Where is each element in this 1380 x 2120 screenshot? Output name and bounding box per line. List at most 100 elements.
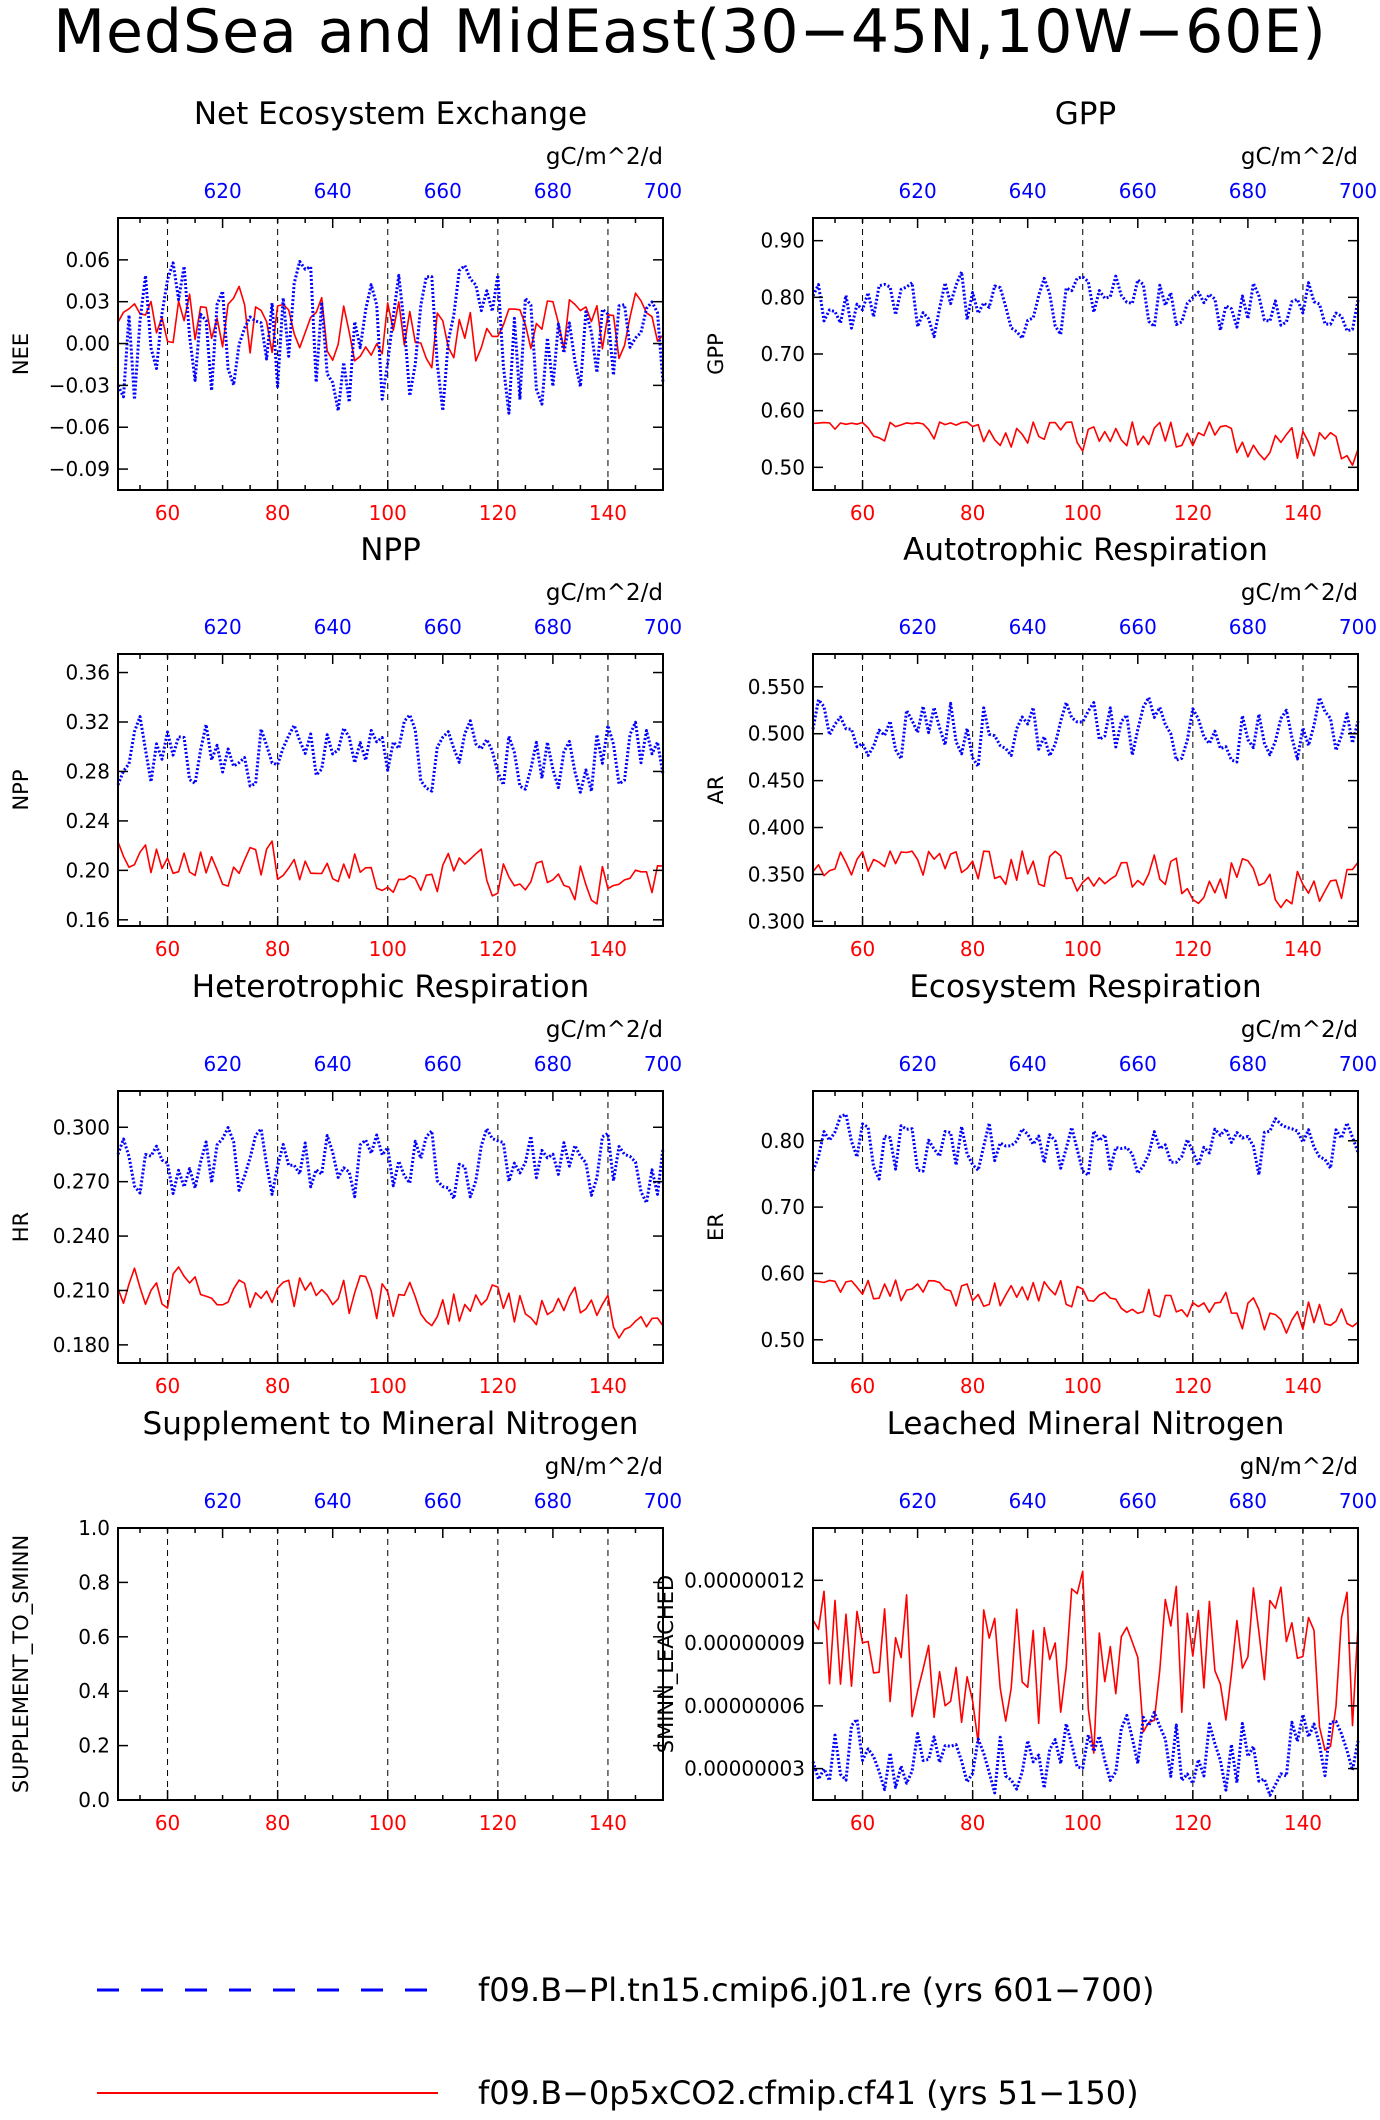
- panel-8: Leached Mineral Nitrogen gN/m^2/d 60 80 100 1…: [654, 1406, 1377, 1835]
- x-tick-label: 140: [589, 501, 627, 525]
- x-tick-label: 60: [850, 501, 875, 525]
- units-label: gC/m^2/d: [546, 580, 663, 606]
- y-tick-label: 0.180: [53, 1333, 110, 1357]
- series-line-blue: [811, 696, 1360, 768]
- plot-frame: [117, 1090, 664, 1364]
- x-tick-label-top: 640: [1009, 615, 1047, 639]
- x-tick-label: 100: [369, 501, 407, 525]
- panel-5: Heterotrophic Respiration gC/m^2/d 60 80 100…: [9, 969, 682, 1398]
- x-tick-label: 60: [850, 1374, 875, 1398]
- x-tick-label-top: 620: [899, 615, 937, 639]
- y-tick-label: 0.03: [65, 290, 110, 314]
- series-line-red: [117, 840, 664, 905]
- x-tick-label-top: 680: [1229, 179, 1267, 203]
- y-tick-label: 0.50: [760, 455, 805, 479]
- x-tick-label: 120: [479, 1374, 517, 1398]
- panel-title: Leached Mineral Nitrogen: [887, 1406, 1285, 1442]
- series-line-blue: [811, 1710, 1360, 1797]
- x-tick-label-top: 640: [314, 615, 352, 639]
- series-line-red: [812, 850, 1359, 909]
- y-tick-label: 0.00000012: [684, 1568, 805, 1592]
- y-tick-label: 0.16: [65, 908, 110, 932]
- y-tick-label: 0.450: [748, 769, 805, 793]
- y-tick-label: 0.36: [65, 661, 110, 685]
- y-tick-label: 0.240: [53, 1224, 110, 1248]
- x-tick-label-top: 640: [1009, 1489, 1047, 1513]
- units-label: gC/m^2/d: [1241, 144, 1358, 170]
- y-axis-label: GPP: [704, 333, 728, 375]
- plot-frame: [117, 653, 664, 927]
- panel-2: GPP gC/m^2/d 60 80 100 120 140 620 640 660 680 700 0…: [704, 96, 1377, 525]
- y-tick-label: 0.400: [748, 816, 805, 840]
- x-tick-label-top: 620: [204, 179, 242, 203]
- x-tick-label: 100: [369, 937, 407, 961]
- y-tick-label: 0.80: [760, 285, 805, 309]
- x-tick-label-top: 620: [899, 1052, 937, 1076]
- x-tick-label-top: 660: [424, 1489, 462, 1513]
- units-label: gC/m^2/d: [546, 1017, 663, 1043]
- y-tick-label: 0.60: [760, 1261, 805, 1285]
- x-tick-label: 120: [479, 937, 517, 961]
- x-tick-label-top: 700: [644, 179, 682, 203]
- x-tick-label-top: 680: [534, 1489, 572, 1513]
- figure-title: MedSea and MidEast(30−45N,10W−60E): [53, 0, 1327, 67]
- y-tick-label: 0.00000003: [684, 1757, 805, 1781]
- series-line-blue: [811, 270, 1360, 340]
- y-tick-label: 0.80: [760, 1129, 805, 1153]
- x-tick-label-top: 660: [1119, 1052, 1157, 1076]
- x-tick-label: 100: [1064, 1374, 1102, 1398]
- y-tick-label: 0.24: [65, 809, 110, 833]
- x-tick-label: 60: [850, 1811, 875, 1835]
- y-axis-label: HR: [9, 1212, 33, 1242]
- panel-4: Autotrophic Respiration gC/m^2/d 60 80 100 12…: [704, 532, 1377, 961]
- series-line-blue: [811, 1113, 1360, 1181]
- legend-label-blue: f09.B−Pl.tn15.cmip6.j01.re (yrs 601−700): [478, 1971, 1154, 2009]
- x-tick-label: 140: [1284, 1374, 1322, 1398]
- y-tick-label: 0.500: [748, 722, 805, 746]
- x-tick-label-top: 640: [314, 1052, 352, 1076]
- y-tick-label: 0.20: [65, 858, 110, 882]
- y-axis-label: NPP: [9, 769, 33, 810]
- y-axis-label: AR: [704, 776, 728, 805]
- panel-title: NPP: [360, 532, 421, 568]
- y-axis-label: NEE: [9, 333, 33, 375]
- x-tick-label: 120: [479, 501, 517, 525]
- panel-6: Ecosystem Respiration gC/m^2/d 60 80 100 120 1…: [704, 969, 1377, 1398]
- x-tick-label: 120: [1174, 1374, 1212, 1398]
- y-tick-label: −0.03: [49, 373, 110, 397]
- y-axis-label: SMINN_LEACHED: [654, 1575, 679, 1753]
- series-line-blue: [116, 713, 665, 794]
- x-tick-label-top: 660: [424, 1052, 462, 1076]
- y-tick-label: 0.00000006: [684, 1694, 805, 1718]
- legend: f09.B−Pl.tn15.cmip6.j01.re (yrs 601−700)…: [97, 1971, 1154, 2112]
- x-tick-label-top: 620: [899, 179, 937, 203]
- x-tick-label-top: 680: [1229, 615, 1267, 639]
- panel-1: Net Ecosystem Exchange gC/m^2/d 60 80 100 120…: [9, 96, 682, 525]
- y-tick-label: 0.300: [53, 1115, 110, 1139]
- x-tick-label: 60: [155, 937, 180, 961]
- y-tick-label: 1.0: [78, 1516, 110, 1540]
- x-tick-label-top: 660: [424, 179, 462, 203]
- x-tick-label: 100: [1064, 1811, 1102, 1835]
- units-label: gC/m^2/d: [1241, 580, 1358, 606]
- series-line-red: [117, 1266, 664, 1339]
- x-tick-label: 140: [1284, 937, 1322, 961]
- x-tick-label: 80: [265, 1811, 290, 1835]
- x-tick-label-top: 680: [534, 615, 572, 639]
- panel-title: Heterotrophic Respiration: [192, 969, 589, 1005]
- x-tick-label: 120: [1174, 937, 1212, 961]
- x-tick-label: 140: [589, 1811, 627, 1835]
- x-tick-label: 60: [155, 501, 180, 525]
- x-tick-label: 80: [960, 501, 985, 525]
- y-tick-label: 0.32: [65, 710, 110, 734]
- units-label: gN/m^2/d: [545, 1454, 663, 1480]
- y-tick-label: 0.70: [760, 1195, 805, 1219]
- series-line-blue: [116, 260, 665, 415]
- panel-7: Supplement to Mineral Nitrogen gN/m^2/d 60…: [9, 1406, 682, 1835]
- x-tick-label-top: 660: [1119, 179, 1157, 203]
- x-tick-label-top: 680: [534, 179, 572, 203]
- y-tick-label: 0.00000009: [684, 1631, 805, 1655]
- x-tick-label: 60: [850, 937, 875, 961]
- y-axis-label: ER: [704, 1213, 728, 1241]
- legend-label-red: f09.B−0p5xCO2.cfmip.cf41 (yrs 51−150): [478, 2074, 1139, 2112]
